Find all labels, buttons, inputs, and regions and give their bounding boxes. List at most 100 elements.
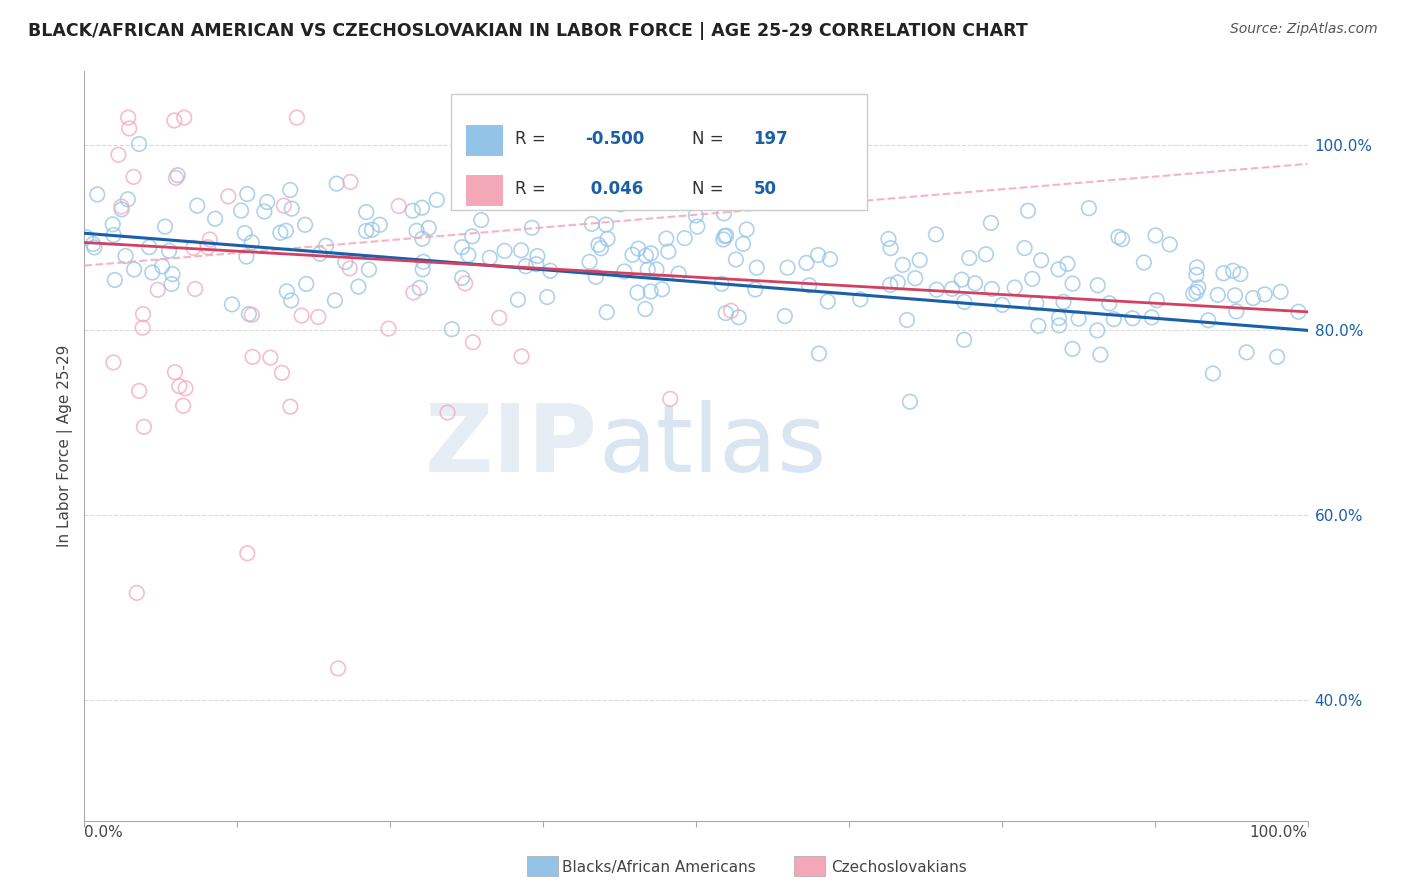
Point	[1202, 367, 1225, 381]
Point	[295, 277, 318, 291]
Point	[1185, 268, 1208, 282]
Point	[172, 399, 194, 413]
Point	[980, 282, 1002, 296]
FancyBboxPatch shape	[465, 125, 503, 156]
Point	[280, 293, 302, 308]
Point	[107, 148, 129, 162]
Point	[138, 240, 160, 254]
Point	[589, 241, 612, 255]
Point	[965, 277, 987, 291]
Point	[613, 264, 636, 278]
Point	[807, 346, 830, 360]
Point	[131, 320, 153, 334]
Point	[887, 276, 910, 290]
Point	[165, 170, 187, 185]
Point	[160, 277, 183, 291]
Point	[659, 392, 682, 406]
Point	[103, 228, 125, 243]
Point	[609, 197, 631, 211]
Point	[991, 298, 1014, 312]
Point	[1254, 287, 1277, 301]
Point	[157, 244, 180, 258]
Point	[402, 203, 425, 218]
Point	[589, 156, 612, 170]
Point	[409, 281, 432, 295]
Point	[974, 247, 997, 261]
Point	[122, 169, 145, 184]
Point	[1021, 272, 1043, 286]
Point	[233, 226, 256, 240]
Point	[1085, 323, 1108, 337]
Point	[773, 309, 796, 323]
Point	[1031, 253, 1053, 268]
Point	[461, 229, 484, 244]
Point	[536, 290, 558, 304]
Point	[186, 199, 208, 213]
Point	[953, 333, 976, 347]
Point	[904, 271, 927, 285]
Point	[578, 255, 600, 269]
Point	[335, 255, 357, 269]
Point	[714, 306, 737, 320]
Point	[256, 195, 278, 210]
Text: BLACK/AFRICAN AMERICAN VS CZECHOSLOVAKIAN IN LABOR FORCE | AGE 25-29 CORRELATION: BLACK/AFRICAN AMERICAN VS CZECHOSLOVAKIA…	[28, 22, 1028, 40]
Point	[735, 222, 758, 236]
Point	[325, 177, 347, 191]
Point	[1014, 241, 1036, 255]
Point	[1229, 267, 1251, 281]
Point	[184, 282, 207, 296]
Point	[1185, 285, 1208, 299]
Point	[673, 231, 696, 245]
Point	[1222, 264, 1244, 278]
Point	[150, 260, 173, 274]
Point	[240, 308, 263, 322]
Point	[294, 218, 316, 232]
Text: ZIP: ZIP	[425, 400, 598, 492]
Point	[637, 262, 659, 277]
Point	[1185, 260, 1208, 275]
Point	[354, 205, 377, 219]
Point	[451, 271, 474, 285]
Point	[198, 233, 221, 247]
Point	[110, 202, 132, 217]
Point	[1017, 203, 1039, 218]
Point	[236, 546, 259, 560]
Point	[1067, 311, 1090, 326]
Point	[122, 262, 145, 277]
Point	[585, 269, 607, 284]
Point	[1223, 288, 1246, 302]
Point	[494, 244, 516, 258]
Point	[128, 136, 150, 151]
Point	[418, 221, 440, 235]
Point	[624, 191, 647, 205]
Point	[898, 394, 921, 409]
Point	[163, 365, 186, 379]
Point	[412, 255, 434, 269]
Point	[727, 310, 749, 325]
FancyBboxPatch shape	[465, 175, 503, 206]
Point	[538, 264, 561, 278]
Point	[183, 241, 205, 255]
Point	[118, 121, 141, 136]
Point	[506, 293, 529, 307]
Point	[596, 232, 619, 246]
Point	[1047, 262, 1070, 277]
Point	[1056, 257, 1078, 271]
Point	[276, 285, 298, 299]
Point	[221, 297, 243, 311]
Point	[436, 405, 458, 419]
Point	[269, 226, 291, 240]
FancyBboxPatch shape	[451, 94, 868, 210]
Point	[849, 293, 872, 307]
Point	[879, 277, 901, 292]
Point	[713, 229, 735, 244]
Point	[411, 232, 433, 246]
Point	[478, 251, 501, 265]
Point	[1028, 318, 1050, 333]
Point	[1111, 232, 1133, 246]
Point	[103, 355, 125, 369]
Text: N =: N =	[692, 180, 730, 198]
Point	[1062, 277, 1084, 291]
Point	[426, 193, 449, 207]
Text: 50: 50	[754, 180, 776, 198]
